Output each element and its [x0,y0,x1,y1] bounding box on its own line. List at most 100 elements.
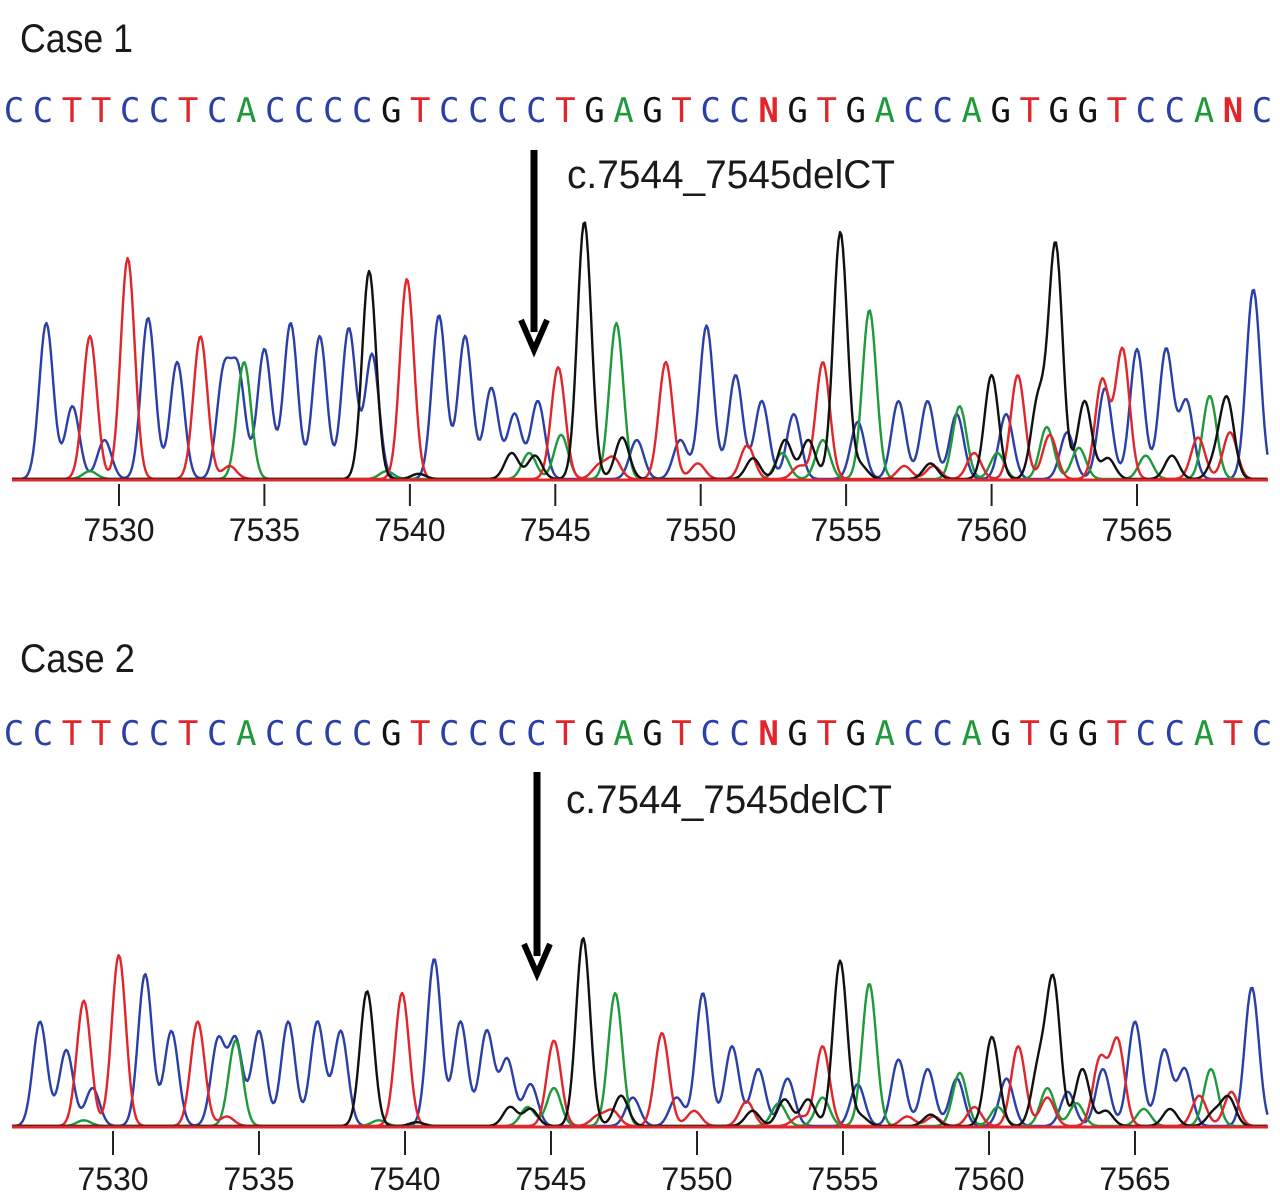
sequence-base: A [1194,91,1214,131]
case-1-traces [12,221,1269,482]
sequence-base: T [1020,91,1040,131]
sequence-base: C [294,714,314,754]
sequence-base: C [207,714,227,754]
sequence-base: G [642,91,662,131]
sequence-base: G [1078,91,1098,131]
arrow-head [518,318,550,358]
sequence-base: C [4,714,24,754]
sequence-base: C [468,714,488,754]
trace-g [12,221,1268,481]
sequence-base: G [584,714,604,754]
sequence-base: A [1194,714,1214,754]
sequence-base: A [236,714,256,754]
sequence-base: T [62,91,82,131]
sequence-base: T [1107,714,1127,754]
sequence-base: C [439,91,459,131]
sequence-base: C [207,91,227,131]
case-2-deletion-arrow [521,772,553,982]
trace-a [12,983,1268,1128]
case-2-mutation-label: c.7544_7545delCT [566,778,892,822]
sequence-base: T [671,714,691,754]
sequence-base: T [1107,91,1127,131]
sequence-base: T [671,91,691,131]
sequence-base: A [962,91,982,131]
x-tick-label: 7550 [661,1161,732,1197]
x-tick-label: 7535 [229,512,300,548]
case-1-title: Case 1 [20,17,133,61]
sequence-base: C [903,714,923,754]
sequence-base: C [497,714,517,754]
sequence-base: C [526,91,546,131]
x-tick-label: 7545 [515,1161,586,1197]
sequence-base: G [991,714,1011,754]
sequence-base: C [526,714,546,754]
sequence-base: G [642,714,662,754]
sequence-base: A [874,714,894,754]
sequence-base: C [294,91,314,131]
sequence-base: C [323,91,343,131]
x-tick-label: 7555 [807,1161,878,1197]
x-tick-label: 7540 [369,1161,440,1197]
sequence-base: G [991,91,1011,131]
x-tick-label: 7540 [374,512,445,548]
sequence-base: G [845,91,865,131]
sequence-base: C [439,714,459,754]
sequence-base: T [816,714,836,754]
case-2-x-axis: 7530 7535 7540 7545 7550 7555 7560 7565 [77,1131,1171,1197]
sequence-base: C [497,91,517,131]
sequence-base: G [787,714,807,754]
sequence-base: C [729,714,749,754]
sequence-base: C [700,714,720,754]
x-tick-label: 7530 [83,512,154,548]
sequence-base: C [149,714,169,754]
sequence-base: G [1049,714,1069,754]
x-tick-label: 7560 [953,1161,1024,1197]
sequence-base: A [236,91,256,131]
sequence-base: T [62,714,82,754]
trace-c [11,958,1269,1128]
x-tick-label: 7545 [520,512,591,548]
x-tick-label: 7530 [77,1161,148,1197]
sequence-base: N [758,714,778,754]
sequence-base: G [381,91,401,131]
case-1-x-axis: 7530 7535 7540 7545 7550 7555 7560 7565 [83,484,1173,548]
case-1-mutation-label: c.7544_7545delCT [567,153,895,197]
sequence-base: C [4,91,24,131]
sequence-base: C [120,714,140,754]
sequence-base: T [816,91,836,131]
sequence-base: G [1078,714,1098,754]
trace-c [12,288,1269,481]
sequence-base: C [265,714,285,754]
case-2-traces [11,937,1269,1129]
sequence-base: C [932,714,952,754]
x-tick-label: 7550 [665,512,736,548]
sequence-base: T [1223,714,1243,754]
sequence-base: C [120,91,140,131]
case-1-deletion-arrow [518,150,550,358]
sequence-base: G [381,714,401,754]
sequence-base: C [700,91,720,131]
x-tick-label: 7560 [956,512,1027,548]
sequence-base: G [787,91,807,131]
sequence-base: A [874,91,894,131]
sequence-base: C [352,714,372,754]
sequence-base: T [410,714,430,754]
sequence-base: T [1020,714,1040,754]
sequence-base: C [1136,714,1156,754]
sequence-base: T [555,91,575,131]
sequence-base: C [1252,714,1272,754]
sequence-base: C [903,91,923,131]
sequence-base: G [584,91,604,131]
sequence-base: C [1165,91,1185,131]
sequence-base: C [932,91,952,131]
sequence-base: C [149,91,169,131]
sequence-base: A [613,91,633,131]
sequence-base: C [1136,91,1156,131]
sequence-base: T [410,91,430,131]
sequence-base: C [352,91,372,131]
sequence-base: T [178,91,198,131]
